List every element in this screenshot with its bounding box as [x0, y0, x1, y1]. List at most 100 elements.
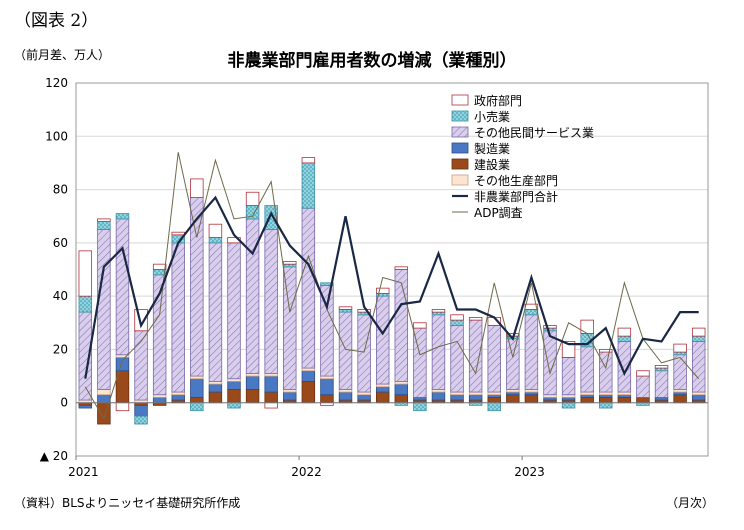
bar-other_private_services	[561, 357, 576, 396]
bar-retail	[617, 335, 632, 342]
bar-other_goods	[97, 388, 111, 396]
bar-government	[245, 191, 260, 206]
y-tick-label: 100	[45, 129, 68, 143]
bar-manufacturing	[283, 391, 297, 401]
bar-manufacturing	[375, 386, 390, 393]
bar-government	[561, 341, 576, 358]
bar-construction	[617, 396, 632, 404]
y-tick-label: 60	[53, 236, 68, 250]
line-nonfarm-total	[84, 195, 699, 379]
line-layer	[84, 152, 700, 420]
bar-manufacturing	[190, 378, 204, 398]
bar-government	[78, 250, 93, 297]
legend-label-adp: ADP調査	[474, 206, 523, 220]
legend-label-retail: 小売業	[474, 109, 510, 124]
bar-other_private_services	[264, 229, 278, 374]
bar-other_private_services	[691, 341, 706, 393]
bar-other_private_services	[394, 269, 409, 382]
bar-manufacturing	[468, 394, 483, 401]
bar-government	[338, 306, 353, 310]
bar-other_private_services	[97, 229, 111, 390]
bar-other_private_services	[338, 311, 353, 390]
bar-government	[97, 218, 111, 222]
plot-frame	[75, 82, 709, 457]
bar-government	[152, 263, 167, 270]
legend-label-construction: 建設業	[474, 157, 510, 172]
legend-swatch-construction	[451, 158, 469, 170]
y-tick-label: 40	[53, 289, 68, 303]
bar-other_private_services	[431, 314, 446, 390]
bar-retail	[264, 205, 278, 230]
bar-other_private_services	[506, 338, 520, 390]
x-unit-label: （月次）	[665, 496, 714, 510]
bar-manufacturing	[431, 391, 446, 401]
bar-other_private_services	[357, 314, 371, 393]
bar-retail	[561, 402, 576, 409]
bar-manufacturing	[264, 375, 278, 393]
bar-retail	[115, 213, 130, 220]
bar-construction	[264, 391, 278, 404]
bar-other_private_services	[283, 266, 297, 390]
source-label: （資料）BLSよりニッセイ基礎研究所作成	[14, 496, 241, 510]
x-tick-label: 2023	[514, 465, 545, 479]
bar-government	[413, 322, 427, 329]
bar-retail	[97, 221, 111, 230]
bar-other_private_services	[636, 375, 650, 398]
bar-construction	[245, 388, 260, 404]
legend-label-nonfarm_total: 非農業部門合計	[474, 189, 558, 204]
bar-manufacturing	[691, 394, 706, 401]
figure-label: （図表 2）	[14, 11, 99, 31]
bar-retail	[487, 402, 501, 412]
bar-manufacturing	[338, 391, 353, 401]
bar-government	[375, 287, 390, 294]
bar-retail	[599, 402, 613, 409]
bar-construction	[506, 394, 520, 404]
bar-layer	[78, 157, 706, 425]
legend-swatch-government	[451, 94, 469, 106]
bar-retail	[691, 335, 706, 342]
axis-layer: ▲ 20 0 20 40 60 80 100 120 2021 2022 2023	[40, 76, 709, 479]
bar-construction	[636, 396, 650, 404]
bar-government	[283, 261, 297, 265]
bar-government	[543, 325, 557, 329]
bar-manufacturing	[152, 396, 167, 404]
bar-construction	[524, 394, 539, 404]
bar-other_private_services	[524, 314, 539, 390]
bar-government	[190, 178, 204, 198]
bar-manufacturing	[227, 380, 241, 390]
line-adp	[84, 152, 700, 420]
bar-government	[599, 349, 613, 353]
bar-retail	[301, 162, 316, 209]
y-tick-label: 120	[45, 76, 68, 90]
y-tick-label: ▲ 20	[40, 449, 68, 463]
y-tick-label: 0	[60, 396, 68, 410]
bar-construction	[599, 396, 613, 404]
legend-label-other_goods: その他生産部門	[474, 173, 558, 188]
bar-construction	[487, 396, 501, 404]
y-unit-label: （前月差、万人）	[14, 48, 111, 62]
bar-other_private_services	[301, 207, 316, 369]
bar-construction	[375, 391, 390, 404]
legend-label-government: 政府部門	[474, 93, 522, 108]
bar-retail	[450, 319, 464, 326]
bar-other_private_services	[227, 242, 241, 380]
bar-retail	[208, 237, 223, 244]
legend-swatch-other_goods	[451, 174, 469, 186]
grid-layer	[76, 135, 708, 404]
bar-manufacturing	[320, 378, 334, 396]
x-tick-label: 2022	[291, 465, 322, 479]
x-tick-label: 2021	[68, 465, 99, 479]
y-tick-label: 80	[53, 183, 68, 197]
bar-construction	[190, 396, 204, 404]
bar-construction	[580, 396, 594, 404]
bar-other_private_services	[468, 319, 483, 393]
bar-retail	[524, 309, 539, 316]
bar-government	[450, 314, 464, 321]
bar-other_private_services	[487, 325, 501, 393]
bar-government	[301, 157, 316, 164]
bar-government	[171, 231, 185, 236]
bar-construction	[320, 394, 334, 404]
bar-government	[673, 343, 687, 353]
